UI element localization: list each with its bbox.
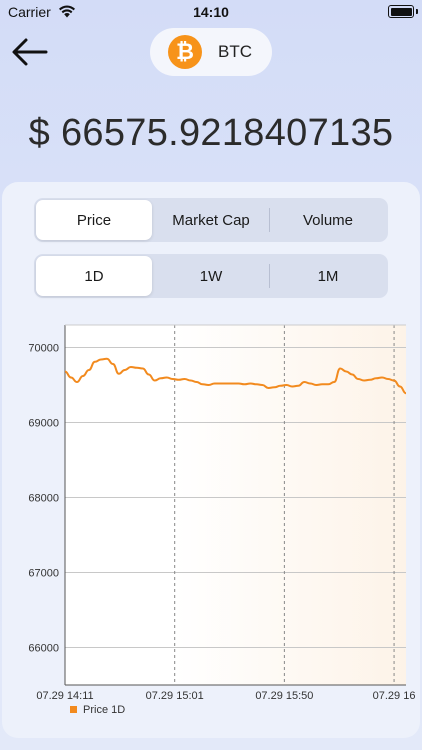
tab-market-cap[interactable]: Market Cap: [172, 211, 250, 229]
metric-segmented-control: Price Market Cap Volume: [34, 198, 388, 242]
arrow-left-icon: [12, 38, 48, 66]
legend-swatch: [70, 706, 77, 713]
wifi-icon: [59, 5, 75, 18]
bitcoin-logo-icon: ₿: [168, 35, 202, 69]
y-tick-label: 69000: [28, 418, 59, 430]
y-tick-label: 70000: [28, 343, 59, 355]
coin-symbol: BTC: [218, 42, 252, 61]
tab-price[interactable]: Price: [36, 200, 152, 240]
price-series-line: [64, 357, 407, 395]
price-chart-svg: 66000 67000 68000 69000 70000 07.29 14:11 07.2…: [28, 324, 416, 716]
current-price: $ 66575.9218407135: [28, 112, 394, 154]
y-tick-label: 68000: [28, 493, 59, 505]
x-tick-label: 07.29 15:01: [146, 690, 204, 702]
tab-1w[interactable]: 1W: [199, 267, 223, 285]
segment-divider: [269, 264, 270, 288]
tab-1m[interactable]: 1M: [317, 267, 339, 285]
y-tick-label: 67000: [28, 568, 59, 580]
battery-tip: [416, 9, 418, 14]
carrier-label: Carrier: [8, 4, 51, 20]
x-tick-label: 07.29 15:50: [255, 690, 313, 702]
tab-volume[interactable]: Volume: [302, 211, 354, 229]
back-button[interactable]: [10, 36, 50, 68]
bitcoin-logo-glyph: ₿: [176, 39, 194, 64]
range-segmented-control: 1D 1W 1M: [34, 254, 388, 298]
battery-icon: [388, 5, 414, 18]
tab-1d[interactable]: 1D: [36, 256, 152, 296]
clock: 14:10: [193, 4, 229, 20]
y-tick-label: 66000: [28, 643, 59, 655]
x-tick-label: 07.29 14:11: [36, 690, 93, 702]
status-bar: Carrier 14:10: [0, 0, 422, 24]
segment-divider: [269, 208, 270, 232]
coin-selector[interactable]: ₿ BTC: [150, 28, 272, 76]
legend-label: Price 1D: [83, 704, 125, 716]
price-chart[interactable]: 66000 67000 68000 69000 70000 07.29 14:11 07.2…: [0, 315, 422, 725]
x-tick-label: 07.29 16: [373, 690, 416, 702]
